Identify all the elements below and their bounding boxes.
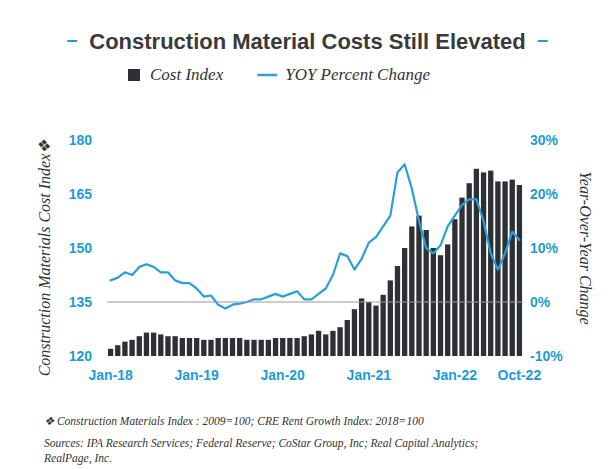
bar — [502, 181, 507, 356]
bar — [180, 338, 185, 356]
y2-tick-label: 0% — [530, 294, 551, 310]
bar — [115, 345, 120, 356]
bar — [259, 340, 264, 356]
bar — [488, 171, 493, 356]
y2-tick-label: 30% — [530, 132, 559, 148]
y2-axis-label: Year-Over-Year Change — [576, 171, 594, 324]
y2-tick-label: 10% — [530, 240, 559, 256]
legend-label: Cost Index — [150, 65, 224, 84]
bar — [459, 198, 464, 356]
x-tick-label: Jan-18 — [88, 367, 133, 383]
legend-swatch — [128, 69, 140, 81]
bar — [395, 266, 400, 356]
bar — [187, 338, 192, 356]
x-tick-label: Oct-22 — [498, 367, 542, 383]
bar — [201, 340, 206, 356]
y-tick-label: 180 — [69, 132, 93, 148]
bar — [302, 336, 307, 356]
bar — [409, 226, 414, 356]
chart: Construction Material Costs Still Elevat… — [0, 0, 615, 469]
bar — [452, 219, 457, 356]
bar — [280, 338, 285, 356]
bar — [165, 336, 170, 356]
bar — [330, 331, 335, 356]
bar — [510, 180, 515, 356]
note: Sources: IPA Research Services; Federal … — [44, 437, 479, 450]
y-axis-label: Construction Materials Cost Index❖ — [36, 139, 53, 377]
bar — [158, 334, 163, 356]
bar — [517, 185, 522, 356]
bar — [216, 338, 221, 356]
bar — [294, 338, 299, 356]
bar — [230, 338, 235, 356]
plot-marks — [108, 164, 522, 356]
bar — [323, 334, 328, 356]
y-tick-label: 120 — [69, 348, 93, 364]
bar — [237, 338, 242, 356]
legend: Cost Index YOY Percent Change — [128, 65, 430, 84]
x-tick-label: Jan-22 — [433, 367, 478, 383]
bar — [208, 340, 213, 356]
bar — [151, 333, 156, 356]
bar — [352, 309, 357, 356]
note: ❖ Construction Materials Index : 2009=10… — [44, 415, 424, 427]
y2-tick-label: -10% — [530, 348, 563, 364]
bar — [373, 306, 378, 356]
bar — [345, 320, 350, 356]
line — [111, 164, 520, 308]
bar — [287, 338, 292, 356]
bar — [445, 244, 450, 356]
x-tick-label: Jan-20 — [261, 367, 306, 383]
bar — [266, 340, 271, 356]
title-dash — [67, 40, 77, 42]
bar — [366, 302, 371, 356]
bar — [309, 334, 314, 356]
x-tick-label: Jan-21 — [347, 367, 392, 383]
bar — [144, 333, 149, 356]
y-tick-label: 135 — [69, 294, 93, 310]
y-tick-label: 165 — [69, 186, 93, 202]
bar — [316, 331, 321, 356]
y2-tick-label: 20% — [530, 186, 559, 202]
y-tick-label: 150 — [69, 240, 93, 256]
x-tick-label: Jan-19 — [174, 367, 219, 383]
note: RealPage, Inc. — [43, 452, 112, 465]
bar — [380, 295, 385, 356]
bar — [273, 338, 278, 356]
bar — [244, 340, 249, 356]
bar — [223, 338, 228, 356]
bar — [108, 349, 113, 356]
bar — [129, 340, 134, 356]
bar — [137, 336, 142, 356]
bar — [172, 336, 177, 356]
bar — [122, 342, 127, 356]
title: Construction Material Costs Still Elevat… — [89, 29, 525, 54]
zero-line — [107, 302, 523, 303]
bar — [251, 340, 256, 356]
legend-swatch — [257, 74, 277, 77]
bar — [337, 327, 342, 356]
title-dash — [538, 40, 548, 42]
bar — [194, 338, 199, 356]
bar — [467, 183, 472, 356]
bar — [438, 255, 443, 356]
bar — [474, 169, 479, 356]
bar — [388, 280, 393, 356]
bar — [416, 216, 421, 356]
bar — [359, 298, 364, 356]
bar — [481, 172, 486, 356]
legend-label: YOY Percent Change — [285, 65, 430, 84]
